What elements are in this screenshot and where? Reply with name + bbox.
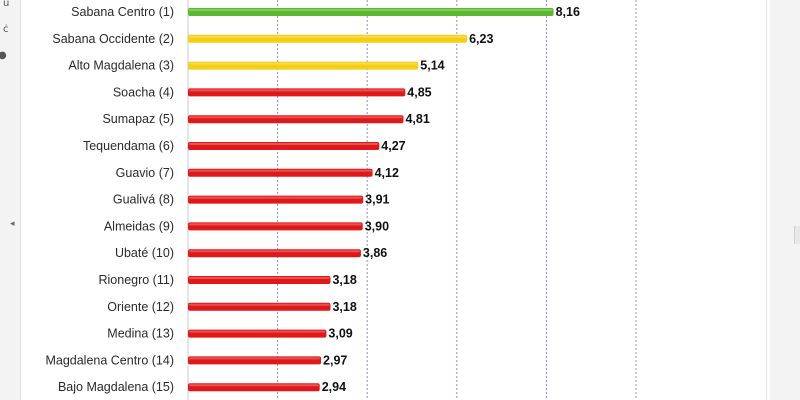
category-label: Ubaté (10) bbox=[115, 246, 174, 260]
bar[interactable] bbox=[188, 356, 322, 365]
partial-glyph-icon: ū bbox=[3, 0, 10, 9]
value-label: 4,12 bbox=[375, 166, 399, 180]
bar-highlight bbox=[189, 9, 553, 11]
bar-highlight bbox=[189, 89, 405, 92]
bar[interactable] bbox=[188, 383, 320, 392]
category-label: Medina (13) bbox=[107, 327, 174, 341]
right-panel bbox=[770, 0, 800, 400]
value-label: 4,81 bbox=[405, 112, 429, 126]
chevron-left-icon[interactable]: ◂ bbox=[10, 219, 15, 229]
bar[interactable] bbox=[188, 195, 364, 204]
bar[interactable] bbox=[188, 8, 554, 16]
bar-highlight bbox=[189, 357, 321, 360]
bar-highlight bbox=[189, 196, 363, 199]
category-label: Oriente (12) bbox=[107, 300, 174, 314]
value-label: 3,91 bbox=[365, 193, 389, 207]
bar-highlight bbox=[189, 303, 330, 306]
value-label: 4,85 bbox=[407, 85, 431, 99]
category-label: Alto Magdalena (3) bbox=[68, 59, 174, 73]
value-label: 2,94 bbox=[322, 380, 346, 394]
value-label: 5,14 bbox=[420, 59, 444, 73]
dot-icon: ● bbox=[0, 50, 7, 61]
bar-highlight bbox=[189, 384, 319, 387]
category-label: Magdalena Centro (14) bbox=[45, 353, 174, 367]
value-label: 2,97 bbox=[323, 353, 347, 367]
category-label: Rionegro (11) bbox=[98, 273, 174, 287]
category-labels: Sabana Centro (1) Sabana Occidente (2) Alt… bbox=[45, 5, 174, 394]
value-label: 3,86 bbox=[363, 246, 387, 260]
bar[interactable] bbox=[188, 222, 363, 231]
left-panel: ū ċ ● ◂ bbox=[0, 0, 21, 400]
bar-highlight bbox=[189, 250, 360, 253]
value-label: 3,18 bbox=[332, 300, 356, 314]
category-label: Gualivá (8) bbox=[113, 193, 174, 207]
bar-highlight bbox=[189, 143, 379, 145]
bar[interactable] bbox=[188, 34, 468, 43]
chart-bars bbox=[188, 8, 554, 392]
bar-highlight bbox=[189, 277, 330, 279]
value-label: 3,18 bbox=[332, 273, 356, 287]
bar-highlight bbox=[189, 169, 372, 172]
value-label: 3,90 bbox=[365, 219, 389, 233]
category-label: Bajo Magdalena (15) bbox=[58, 380, 174, 394]
bar[interactable] bbox=[188, 115, 404, 124]
bar[interactable] bbox=[188, 329, 327, 338]
value-label: 3,09 bbox=[328, 327, 352, 341]
bar[interactable] bbox=[188, 142, 380, 150]
bar[interactable] bbox=[188, 168, 373, 177]
bar-highlight bbox=[189, 330, 326, 333]
category-label: Guavio (7) bbox=[116, 166, 174, 180]
value-labels: 8,16 6,23 5,14 4,85 4,814,27 4,12 3,91 3,90 3,86… bbox=[322, 5, 580, 394]
panel-divider bbox=[766, 0, 767, 400]
bar[interactable] bbox=[188, 276, 331, 284]
category-label: Sumapaz (5) bbox=[102, 112, 174, 126]
partial-glyph-icon: ċ bbox=[3, 24, 9, 35]
value-label: 8,16 bbox=[556, 5, 580, 19]
bar-highlight bbox=[189, 116, 403, 119]
value-label: 6,23 bbox=[469, 32, 493, 46]
value-label: 4,27 bbox=[381, 139, 405, 153]
category-label: Sabana Centro (1) bbox=[71, 5, 174, 19]
collapsed-panel-tab[interactable] bbox=[794, 226, 800, 244]
bar[interactable] bbox=[188, 302, 331, 311]
bar[interactable] bbox=[188, 249, 361, 258]
category-label: Sabana Occidente (2) bbox=[52, 32, 174, 46]
bar-highlight bbox=[189, 62, 418, 65]
bar[interactable] bbox=[188, 88, 406, 97]
category-label: Soacha (4) bbox=[113, 85, 174, 99]
category-label: Tequendama (6) bbox=[83, 139, 174, 153]
bar[interactable] bbox=[188, 61, 419, 70]
bar-chart: Sabana Centro (1) Sabana Occidente (2) Alt… bbox=[45, 0, 637, 400]
bar-highlight bbox=[189, 223, 362, 226]
bar-highlight bbox=[189, 35, 467, 38]
category-label: Almeidas (9) bbox=[104, 219, 174, 233]
